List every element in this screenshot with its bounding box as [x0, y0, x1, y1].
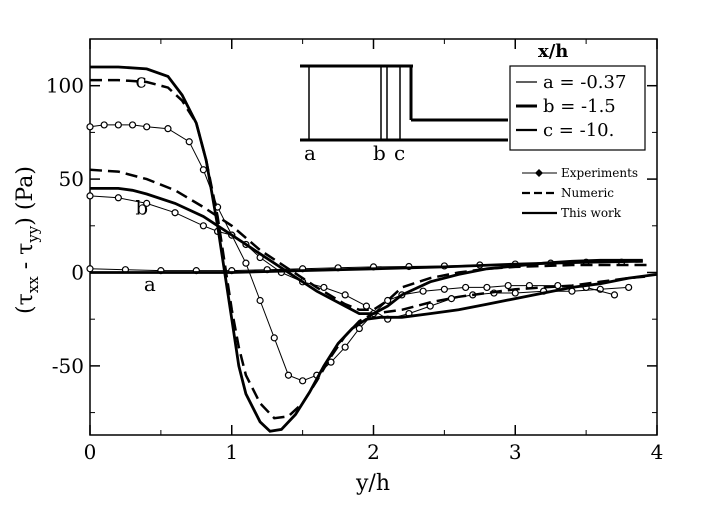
y-tick-label: 0	[71, 260, 84, 284]
series-experiments-b-point	[114, 194, 122, 202]
series-experiments-c-point	[256, 296, 264, 305]
series-experiments-c-point	[504, 281, 512, 290]
series-experiments-c-point	[419, 287, 427, 295]
series-experiments-c-point	[128, 121, 137, 129]
curve-label-c: c	[135, 69, 146, 93]
y-tick-label: -50	[52, 354, 84, 378]
series-experiments-b-point	[625, 283, 633, 292]
series-experiments-b-point	[320, 283, 328, 292]
position-legend-entry-a: a = -0.37	[543, 72, 626, 93]
series-experiments-c-point	[462, 283, 470, 292]
series-experiments-b-point	[199, 222, 207, 230]
series-experiments-c-point	[100, 121, 108, 129]
series-layer	[86, 65, 658, 433]
position-legend-entry-b: b = -1.5	[543, 96, 616, 117]
style-legend: Experiments Numeric This work	[522, 166, 638, 220]
series-experiments-b-point	[86, 192, 94, 200]
series-experiments-b-point	[341, 291, 349, 299]
y-axis-title-part1: (τ	[13, 293, 38, 314]
series-experiments-a-point	[86, 265, 94, 273]
series-this_work-c-line	[90, 65, 658, 433]
x-tick-label: 1	[225, 440, 238, 464]
inset-label-a: a	[304, 141, 316, 165]
position-legend-header: x/h	[538, 41, 568, 62]
inset-label-c: c	[394, 141, 405, 165]
series-experiments-c-point	[114, 121, 122, 129]
series-experiments-c-point	[341, 343, 349, 351]
y-tick-label: 50	[59, 167, 84, 191]
x-tick-label: 2	[367, 440, 380, 464]
x-tick-label: 3	[509, 440, 522, 464]
series-experiments-c-point	[86, 123, 94, 131]
position-legend-entry-c: c = -10.	[543, 120, 614, 141]
y-axis-title-part3: ) (Pa)	[13, 166, 38, 226]
series-experiments-c-point	[185, 138, 193, 146]
position-legend: x/h a = -0.37 b = -1.5 c = -10.	[509, 41, 646, 151]
series-experiments-c-point	[270, 334, 278, 342]
series-experiments-c-point	[164, 125, 172, 133]
series-experiments-c-point	[440, 285, 448, 293]
x-tick-label: 0	[84, 440, 97, 464]
x-tick-label: 4	[651, 440, 664, 464]
series-experiments-b-point	[511, 289, 519, 297]
series-experiments-c-point	[143, 123, 151, 131]
series-experiments-c-point	[242, 259, 250, 267]
style-legend-entry-this-work: This work	[561, 206, 622, 220]
series-numeric-c-line	[90, 78, 651, 420]
y-axis-title-part2: - τ	[13, 243, 38, 277]
series-experiments-b-point	[143, 199, 151, 207]
style-legend-entry-numeric: Numeric	[561, 186, 614, 200]
ticks-layer: 0 1 2 3 4 -50 0 50 100	[46, 38, 664, 464]
y-axis-title: (τxx - τyy) (Pa)	[13, 166, 42, 314]
y-tick-label: 100	[46, 74, 84, 98]
series-experiments-c-point	[284, 371, 293, 379]
series-experiments-c-point	[483, 283, 491, 292]
series-experiments-c-point	[355, 324, 363, 333]
style-legend-marker-experiments	[535, 169, 543, 177]
series-experiments-c-point	[610, 291, 619, 299]
inset-label-b: b	[373, 141, 386, 165]
series-experiments-c-point	[299, 377, 307, 385]
x-axis-title: y/h	[355, 471, 390, 496]
series-experiments-c-point	[199, 166, 207, 174]
series-this_work-b-line	[90, 186, 643, 316]
curve-label-a: a	[144, 272, 156, 296]
series-experiments-b-point	[362, 302, 371, 310]
series-experiments-c-point	[384, 296, 392, 305]
geometry-inset: a b c	[300, 64, 508, 165]
y-axis-title-sub1: xx	[24, 276, 42, 293]
position-legend-box	[509, 65, 646, 151]
curve-label-b: b	[135, 196, 148, 220]
series-numeric-b-line	[89, 168, 650, 312]
series-experiments-b-point	[171, 209, 179, 217]
y-axis-title-sub2: yy	[24, 225, 42, 243]
series-experiments-b-point	[447, 295, 456, 303]
style-legend-entry-experiments: Experiments	[561, 166, 638, 180]
